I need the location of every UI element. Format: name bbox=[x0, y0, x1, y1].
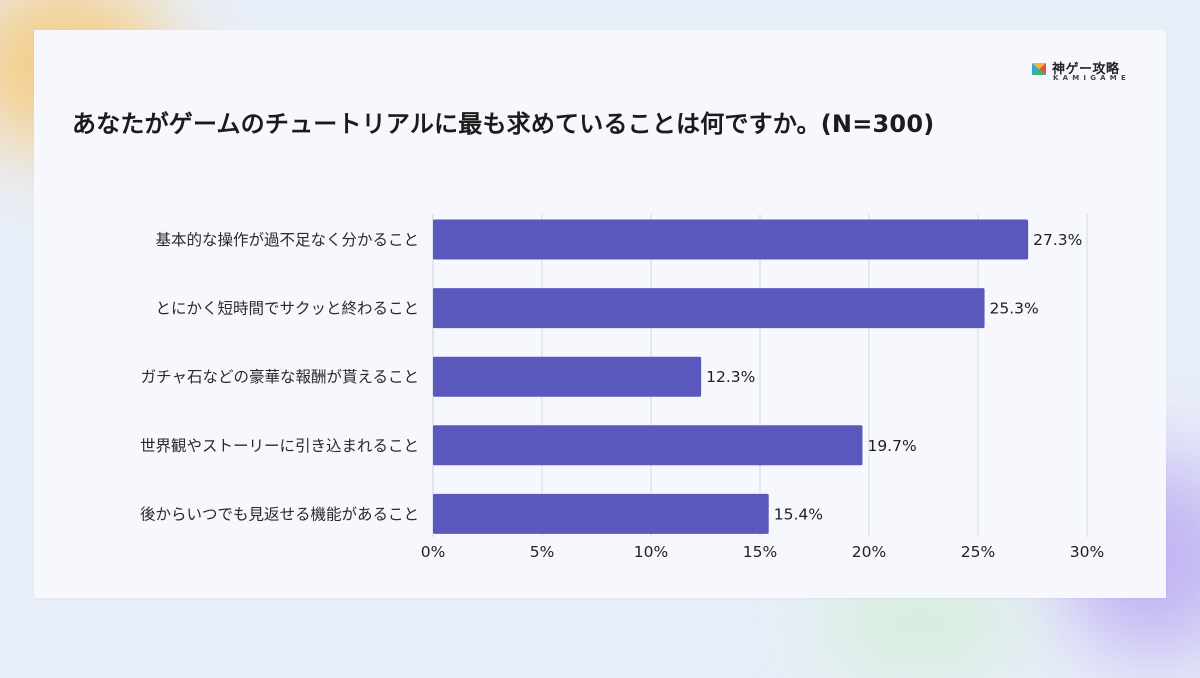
x-tick-label: 10% bbox=[634, 543, 668, 561]
bar bbox=[433, 288, 985, 329]
bar-value-label: 12.3% bbox=[706, 368, 755, 386]
x-tick-label: 30% bbox=[1070, 543, 1104, 561]
brand-name: 神ゲー攻略 bbox=[1052, 62, 1120, 77]
bar bbox=[433, 356, 702, 397]
category-label: 基本的な操作が過不足なく分かること bbox=[155, 231, 419, 249]
bar-value-label: 19.7% bbox=[867, 437, 916, 455]
bar-chart: 27.3% 基本的な操作が過不足なく分かること 25.3% とにかく短時間でサクッと終… bbox=[140, 214, 1104, 561]
category-label: 世界観やストーリーに引き込まれること bbox=[140, 437, 419, 455]
category-label: とにかく短時間でサクッと終わること bbox=[155, 300, 419, 318]
bar bbox=[433, 425, 863, 466]
category-label: ガチャ石などの豪華な報酬が貰えること bbox=[141, 367, 419, 386]
x-tick-label: 5% bbox=[530, 543, 555, 561]
x-tick-label: 25% bbox=[961, 543, 995, 561]
brand-logo: 神ゲー攻略 KAMIGAME bbox=[1030, 58, 1140, 84]
x-tick-label: 0% bbox=[421, 543, 446, 561]
bar-value-label: 27.3% bbox=[1033, 231, 1082, 249]
bar-value-label: 15.4% bbox=[774, 505, 823, 523]
x-tick-label: 20% bbox=[852, 543, 886, 561]
brand-subtitle: KAMIGAME bbox=[1053, 74, 1130, 82]
brand-logo-icon bbox=[1032, 63, 1046, 75]
bar bbox=[433, 219, 1029, 260]
category-label: 後からいつでも見返せる機能があること bbox=[140, 505, 419, 523]
bar bbox=[433, 493, 769, 534]
chart-title: あなたがゲームのチュートリアルに最も求めていることは何ですか。(N=300) bbox=[72, 110, 935, 138]
x-tick-label: 15% bbox=[743, 543, 777, 561]
bar-value-label: 25.3% bbox=[990, 300, 1039, 318]
